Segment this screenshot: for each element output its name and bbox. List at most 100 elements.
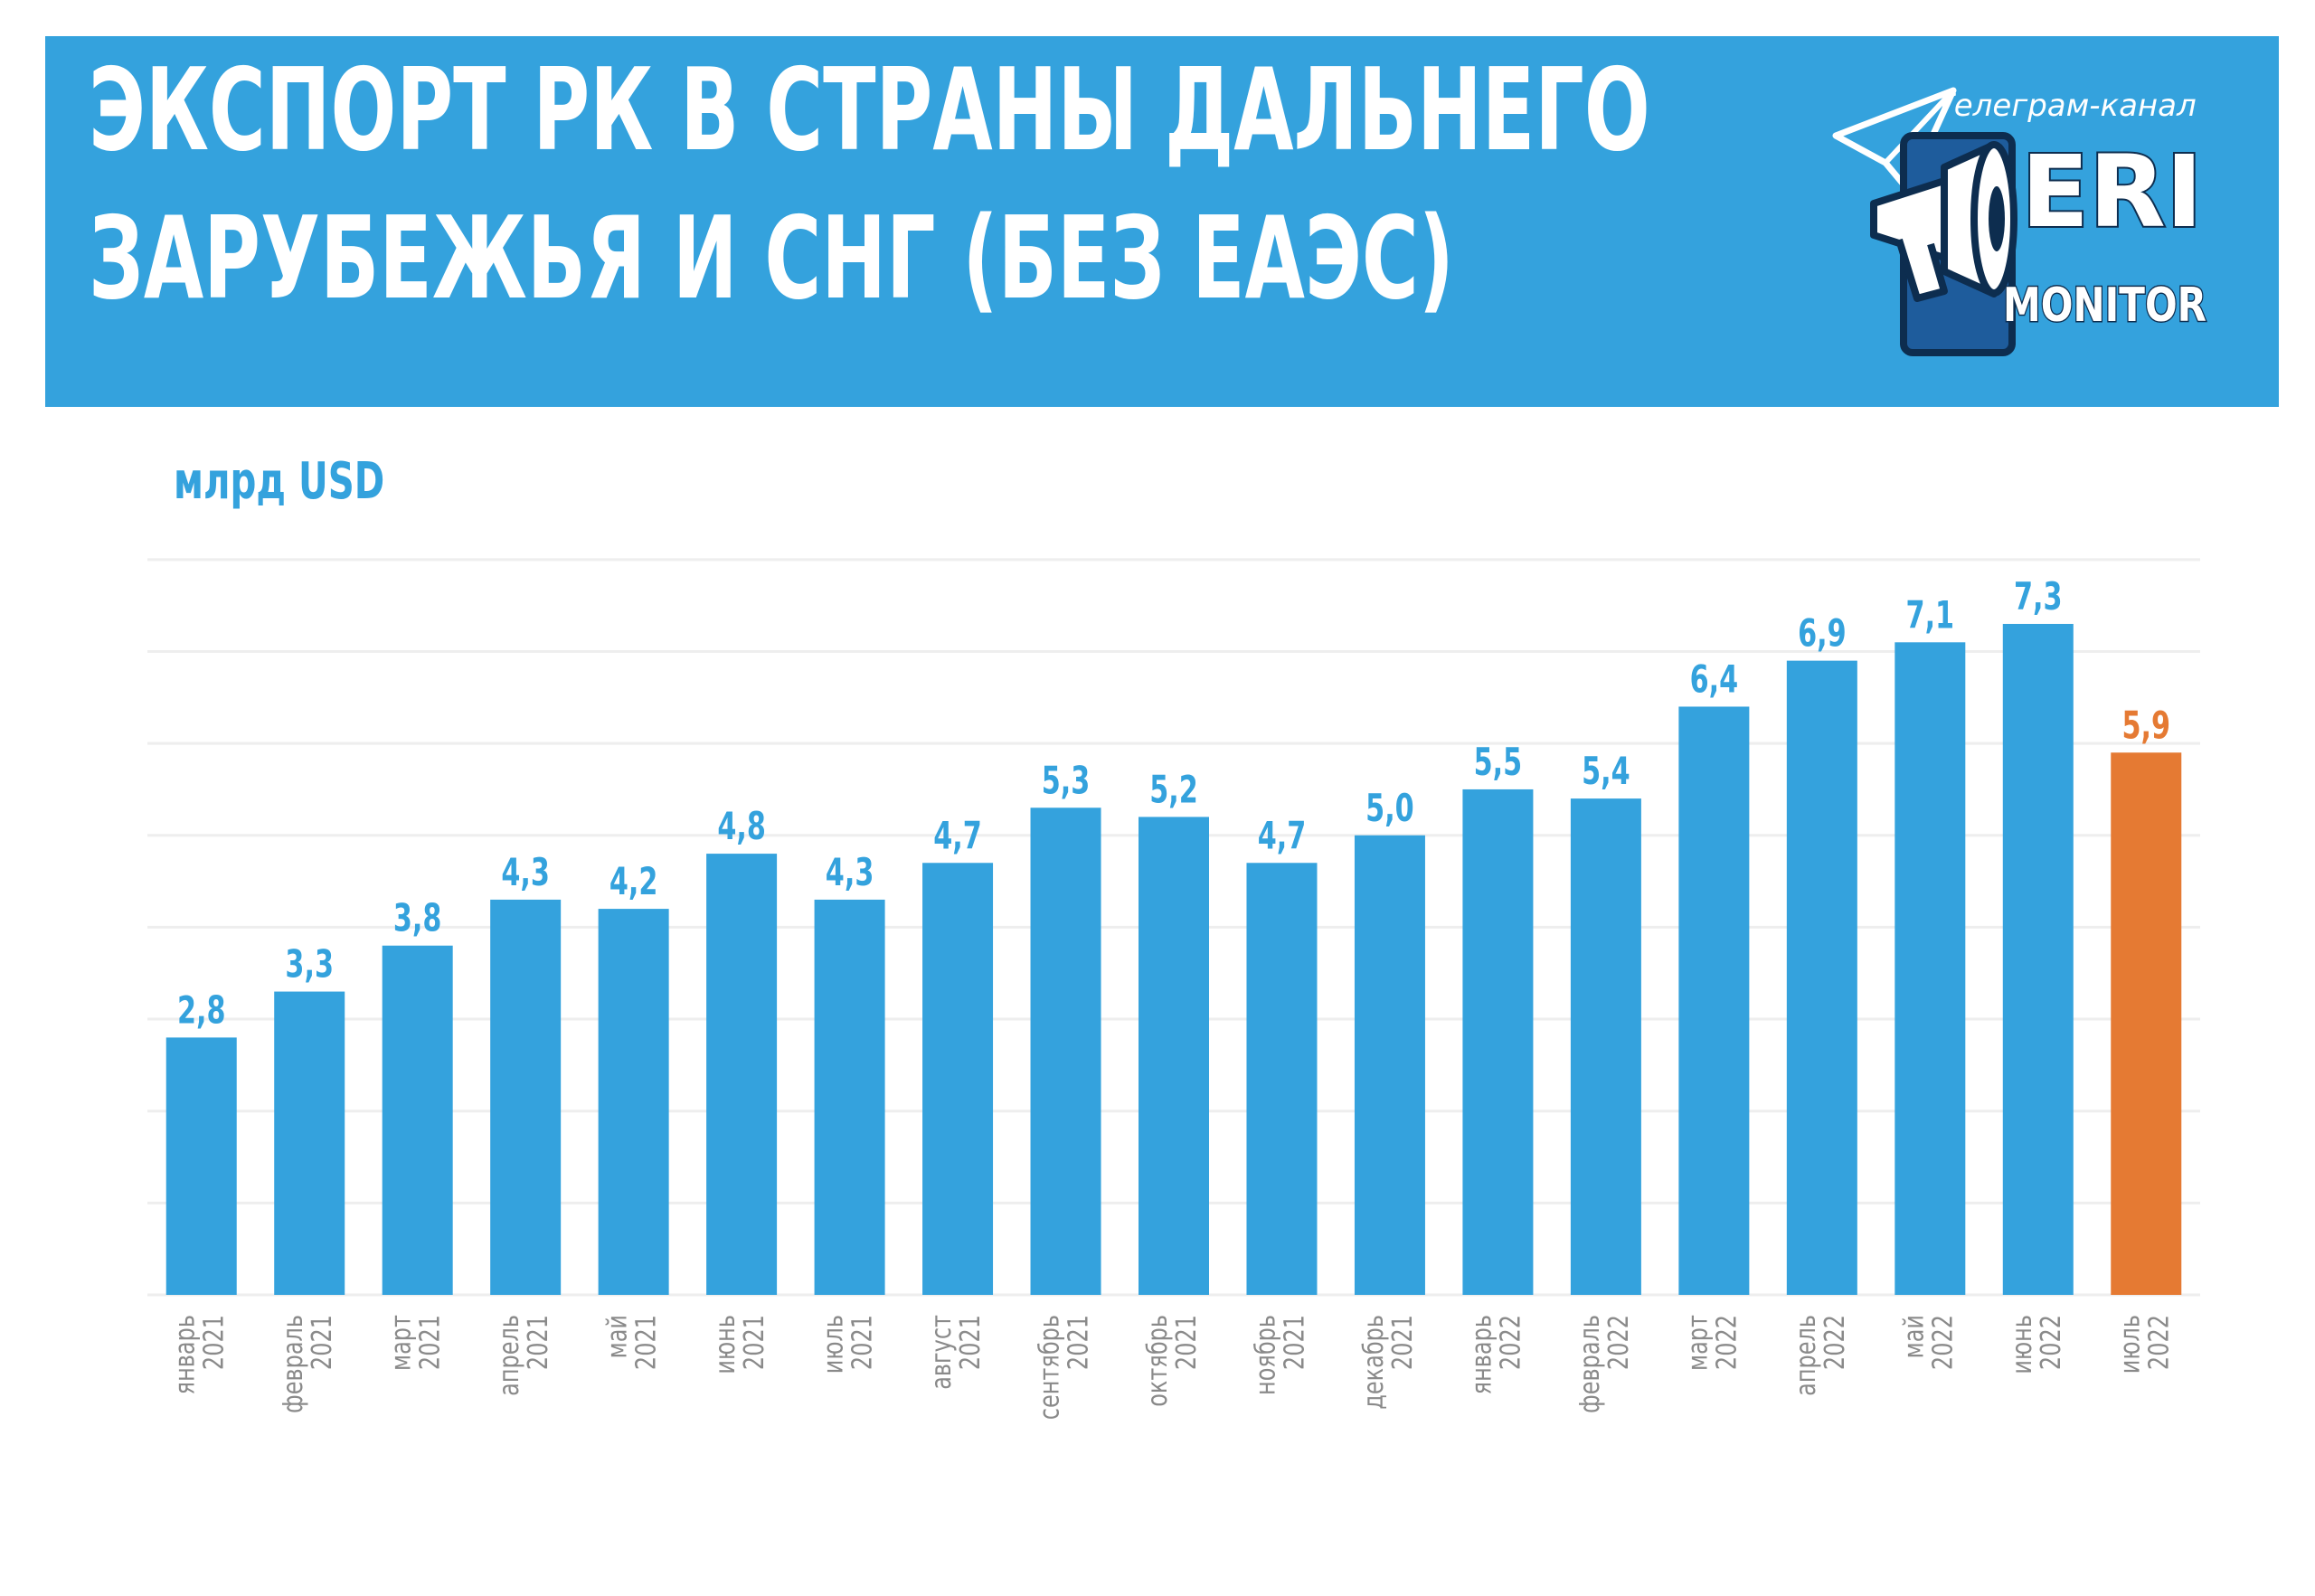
title-line-2: ЗАРУБЕЖЬЯ И СНГ (БЕЗ ЕАЭС) [89, 192, 1454, 325]
x-tick-label: апрель2021 [495, 1315, 554, 1396]
x-tick-label: январь2021 [170, 1315, 230, 1394]
data-label: 4,8 [717, 804, 766, 848]
data-label: 5,3 [1042, 758, 1091, 802]
data-label: 4,7 [1258, 813, 1307, 857]
x-tick-month: июль [2115, 1315, 2146, 1374]
bar [1246, 863, 1318, 1295]
bar [1570, 798, 1641, 1295]
bar [382, 945, 453, 1295]
x-tick-label: март2022 [1683, 1315, 1743, 1371]
data-label: 3,3 [285, 942, 334, 987]
logo-brand-monitor: MONITOR [2003, 279, 2206, 333]
data-label: 4,3 [826, 850, 874, 894]
x-tick-year: 2021 [1063, 1315, 1094, 1370]
data-label: 3,8 [393, 896, 442, 940]
data-label: 7,3 [2014, 574, 2063, 619]
x-tick-month: январь [170, 1315, 201, 1394]
x-tick-month: июнь [711, 1315, 742, 1374]
bar [1030, 807, 1101, 1295]
data-label: 5,2 [1149, 767, 1198, 811]
x-tick-year: 2021 [199, 1315, 230, 1370]
x-tick-month: февраль [279, 1315, 309, 1413]
x-tick-year: 2021 [524, 1315, 554, 1370]
x-tick-label: август2021 [927, 1315, 987, 1390]
eri-monitor-logo: Телеграм-канал ERI MONITOR [1832, 87, 2208, 356]
x-tick-label: март2021 [386, 1315, 446, 1371]
x-tick-year: 2022 [1928, 1315, 1959, 1370]
x-tick-month: февраль [1574, 1315, 1605, 1413]
x-tick-month: август [927, 1315, 958, 1390]
x-tick-label: июнь2022 [2007, 1315, 2066, 1374]
x-tick-month: январь [1467, 1315, 1498, 1394]
x-tick-year: 2021 [847, 1315, 878, 1370]
bar [1678, 706, 1750, 1295]
x-tick-label: февраль2022 [1574, 1315, 1634, 1413]
x-tick-label: июнь2021 [711, 1315, 770, 1374]
bar [814, 899, 885, 1295]
data-label: 4,3 [501, 850, 550, 894]
x-tick-year: 2021 [415, 1315, 446, 1370]
x-tick-label: сентябрь2021 [1035, 1315, 1094, 1420]
data-label: 4,2 [609, 859, 658, 903]
data-label: 5,4 [1582, 749, 1630, 793]
x-tick-month: май [602, 1315, 633, 1358]
x-tick-year: 2021 [740, 1315, 770, 1370]
x-tick-year: 2021 [631, 1315, 662, 1370]
x-tick-year: 2022 [2036, 1315, 2066, 1370]
x-tick-label: февраль2021 [279, 1315, 338, 1413]
data-label: 2,8 [177, 987, 226, 1032]
x-tick-label: май2022 [1899, 1315, 1959, 1370]
x-tick-label: январь2022 [1467, 1315, 1526, 1394]
data-label: 4,7 [933, 813, 982, 857]
x-tick-year: 2022 [1819, 1315, 1850, 1370]
bar [1786, 660, 1857, 1295]
x-tick-month: март [386, 1315, 417, 1371]
bar [1354, 835, 1425, 1295]
bar [490, 899, 562, 1295]
data-label: 6,9 [1798, 611, 1847, 656]
bar [706, 854, 778, 1295]
x-tick-year: 2021 [307, 1315, 338, 1370]
bar [1462, 789, 1534, 1295]
x-tick-month: октябрь [1142, 1315, 1173, 1407]
x-tick-month: ноябрь [1251, 1315, 1281, 1395]
x-tick-year: 2022 [1603, 1315, 1634, 1370]
bar [274, 991, 345, 1295]
x-tick-year: 2022 [2144, 1315, 2175, 1370]
x-tick-month: апрель [1791, 1315, 1821, 1396]
x-tick-month: апрель [495, 1315, 525, 1396]
logo-caption: Телеграм-канал [1935, 88, 2197, 124]
x-tick-label: июль2021 [818, 1315, 878, 1374]
bar [2111, 752, 2182, 1295]
x-tick-label: ноябрь2021 [1251, 1315, 1310, 1395]
data-label: 5,5 [1474, 740, 1523, 784]
data-label: 6,4 [1690, 656, 1739, 701]
x-tick-year: 2021 [1171, 1315, 1202, 1370]
x-tick-month: июнь [2007, 1315, 2037, 1374]
bar [922, 863, 994, 1295]
bar [598, 909, 669, 1295]
x-tick-label: июль2022 [2115, 1315, 2175, 1374]
x-tick-year: 2022 [1712, 1315, 1743, 1370]
x-tick-year: 2022 [1496, 1315, 1526, 1370]
x-tick-year: 2021 [956, 1315, 987, 1370]
x-tick-month: сентябрь [1035, 1315, 1065, 1420]
bar [1139, 817, 1209, 1295]
bar [165, 1037, 237, 1295]
x-tick-label: декабрь2021 [1358, 1315, 1418, 1410]
bar [2002, 623, 2074, 1295]
x-tick-month: май [1899, 1315, 1930, 1358]
y-axis-unit-label: млрд USD [174, 452, 385, 511]
x-tick-label: апрель2022 [1791, 1315, 1850, 1396]
data-label: 5,9 [2121, 703, 2170, 747]
megaphone-icon [1870, 141, 2017, 302]
data-label: 7,1 [1906, 592, 1955, 637]
x-tick-month: июль [818, 1315, 849, 1374]
x-tick-year: 2021 [1280, 1315, 1310, 1370]
x-tick-month: декабрь [1358, 1315, 1389, 1410]
x-tick-label: май2021 [602, 1315, 662, 1370]
x-tick-year: 2021 [1387, 1315, 1418, 1370]
x-tick-month: март [1683, 1315, 1714, 1371]
data-label: 5,0 [1365, 786, 1414, 830]
